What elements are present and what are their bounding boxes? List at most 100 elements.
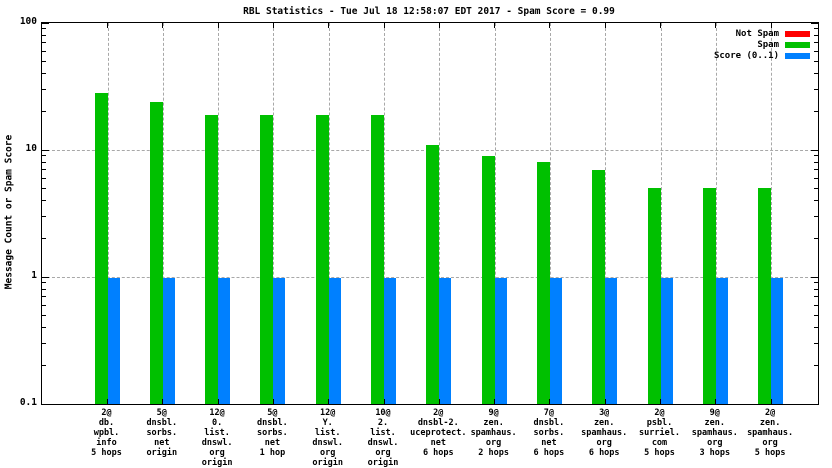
bar-score-0-1 xyxy=(328,277,341,404)
y-minor-tick xyxy=(42,215,46,217)
y-minor-tick xyxy=(814,34,818,36)
bar-score-0-1 xyxy=(549,277,562,404)
y-minor-tick xyxy=(42,282,46,284)
bar-score-0-1 xyxy=(273,277,286,404)
x-tick xyxy=(272,23,274,28)
v-gridline xyxy=(771,23,773,404)
y-minor-tick xyxy=(814,238,818,240)
y-minor-tick xyxy=(814,304,818,306)
v-gridline xyxy=(384,23,385,404)
y-major-tick xyxy=(42,276,49,278)
x-tick-label: 2@ dnsbl-2. uceprotect. net 6 hops xyxy=(410,408,467,458)
bar-score-0-1 xyxy=(384,277,396,404)
x-tick xyxy=(494,399,496,404)
bar-score-0-1 xyxy=(605,277,618,404)
bar-spam xyxy=(315,114,329,404)
y-minor-tick xyxy=(814,50,818,52)
v-gridline xyxy=(107,23,109,404)
x-tick-label: 5@ dnsbl. sorbs. net 1 hop xyxy=(257,408,288,458)
x-tick-label: 12@ Y. list. dnswl. org origin xyxy=(312,408,344,468)
y-minor-tick xyxy=(814,342,818,344)
y-minor-tick xyxy=(814,177,818,179)
y-tick-label: 1 xyxy=(31,270,37,281)
bar-spam xyxy=(426,144,440,404)
v-gridline xyxy=(660,23,662,404)
legend-swatch-score-icon xyxy=(785,52,810,59)
y-minor-tick xyxy=(814,28,818,30)
v-gridline xyxy=(715,23,717,404)
y-minor-tick xyxy=(42,296,46,298)
legend: Not Spam Spam Score (0..1) xyxy=(714,28,810,61)
y-minor-tick xyxy=(814,200,818,202)
x-tick xyxy=(660,23,661,28)
v-gridline xyxy=(162,23,164,404)
y-major-tick xyxy=(811,22,818,24)
x-tick xyxy=(162,399,164,404)
x-tick xyxy=(328,23,330,28)
x-tick xyxy=(438,399,440,404)
v-gridline xyxy=(218,23,220,404)
bar-score-0-1 xyxy=(162,277,175,404)
x-tick-label: 5@ dnsbl. sorbs. net origin xyxy=(146,408,178,458)
y-tick-label: 10 xyxy=(25,143,37,154)
x-tick xyxy=(549,399,551,404)
plot-area: Not Spam Spam Score (0..1) xyxy=(41,22,819,405)
y-minor-tick xyxy=(42,187,46,189)
bar-spam xyxy=(371,114,384,404)
y-minor-tick xyxy=(42,111,46,113)
x-tick xyxy=(770,399,772,404)
y-minor-tick xyxy=(814,215,818,217)
y-major-tick xyxy=(42,149,49,151)
y-tick-label: 100 xyxy=(19,16,37,27)
y-minor-tick xyxy=(42,161,46,163)
v-gridline xyxy=(549,23,551,404)
y-minor-tick xyxy=(814,187,818,189)
y-minor-tick xyxy=(814,60,818,62)
x-tick xyxy=(715,23,717,28)
y-minor-tick xyxy=(42,28,46,30)
bar-spam xyxy=(149,101,163,404)
x-tick-label: 12@ 0. list. dnswl. org origin xyxy=(201,408,233,468)
bar-spam xyxy=(205,114,219,404)
x-tick-label: 9@ zen. spamhaus. org 2 hops xyxy=(470,408,517,458)
x-tick xyxy=(107,399,108,404)
legend-label-spam: Spam xyxy=(757,39,779,50)
x-tick xyxy=(770,23,772,28)
y-minor-tick xyxy=(42,288,46,290)
bar-score-0-1 xyxy=(439,277,452,404)
y-minor-tick xyxy=(814,73,818,75)
x-tick-label: 2@ zen. spamhaus. org 5 hops xyxy=(747,408,794,458)
x-tick-label: 3@ zen. spamhaus. org 6 hops xyxy=(581,408,628,458)
x-tick-label: 7@ dnsbl. sorbs. net 6 hops xyxy=(533,408,565,458)
y-minor-tick xyxy=(814,155,818,157)
y-major-tick xyxy=(42,22,49,24)
y-minor-tick xyxy=(42,60,46,62)
y-minor-tick xyxy=(42,342,46,344)
y-tick-label: 0.1 xyxy=(19,397,37,408)
x-tick xyxy=(217,399,219,404)
y-minor-tick xyxy=(42,42,46,44)
bar-spam xyxy=(481,155,495,404)
y-minor-tick xyxy=(814,314,818,316)
x-tick-label: 2@ psbl. surriel. com 5 hops xyxy=(639,408,680,458)
x-tick-label: 10@ 2. list. dnswl. org origin xyxy=(367,408,399,468)
legend-row-not-spam: Not Spam xyxy=(714,28,810,39)
bar-score-0-1 xyxy=(218,277,231,404)
chart-title: RBL Statistics - Tue Jul 18 12:58:07 EDT… xyxy=(243,6,615,17)
bar-spam xyxy=(647,188,661,404)
y-minor-tick xyxy=(814,111,818,113)
bar-score-0-1 xyxy=(771,277,784,404)
v-gridline xyxy=(328,23,330,404)
legend-label-not-spam: Not Spam xyxy=(735,28,779,39)
v-gridline xyxy=(273,23,275,404)
y-minor-tick xyxy=(42,327,46,329)
x-tick xyxy=(162,23,164,28)
x-tick xyxy=(549,23,551,28)
legend-row-spam: Spam xyxy=(714,39,810,50)
y-minor-tick xyxy=(814,296,818,298)
x-tick xyxy=(328,399,330,404)
bar-score-0-1 xyxy=(107,277,120,404)
y-minor-tick xyxy=(814,327,818,329)
v-gridline xyxy=(605,23,607,404)
y-minor-tick xyxy=(42,304,46,306)
